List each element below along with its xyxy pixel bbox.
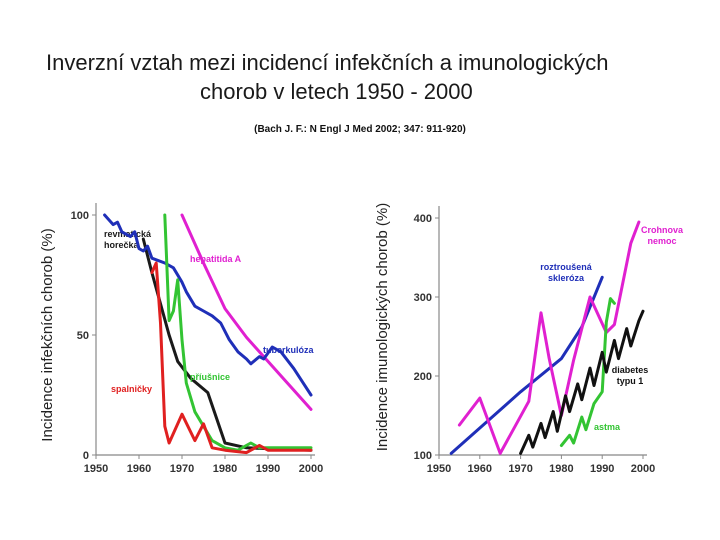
- series-label-roztroušená-skleróza: roztroušená: [540, 262, 593, 272]
- immunology-x-tick-label: 1980: [549, 463, 573, 475]
- slide-title: Inverzní vztah mezi incidencí infekčních…: [0, 48, 720, 106]
- series-label-crohnova-nemoc: Crohnova: [641, 225, 684, 235]
- series-line-roztroušená-skleróza: [449, 275, 604, 455]
- series-line-hepatitida-a: [180, 213, 313, 411]
- series-line-spalničky: [150, 261, 313, 455]
- immunology-y-tick-label: 200: [414, 371, 432, 383]
- series-label-hepatitida-a: hepatitida A: [190, 254, 242, 264]
- infections-y-tick-label: 50: [77, 330, 89, 342]
- immunology-y-tick-label: 100: [414, 450, 432, 462]
- infections-x-tick-label: 1990: [256, 463, 280, 475]
- series-label-tuberkulóza: tuberkulóza: [263, 345, 315, 355]
- series-label-roztroušená-skleróza: skleróza: [548, 273, 585, 283]
- infections-x-tick-label: 1970: [170, 463, 194, 475]
- series-label-spalničky: spalničky: [111, 384, 152, 394]
- series-label-diabetes-typu-1: typu 1: [617, 376, 644, 386]
- series-line-crohnova-nemoc: [457, 220, 641, 455]
- series-label-příušnice: příušnice: [190, 372, 230, 382]
- infections-x-tick-label: 2000: [299, 463, 323, 475]
- title-line-1: Inverzní vztah mezi incidencí infekčních…: [46, 50, 609, 75]
- immunology-x-tick-label: 1990: [590, 463, 614, 475]
- immunology-y-tick-label: 400: [414, 213, 432, 225]
- series-line-tuberkulóza: [103, 213, 313, 397]
- immunology-x-tick-label: 1970: [508, 463, 532, 475]
- immunology-x-tick-label: 1960: [468, 463, 492, 475]
- series-line-diabetes-typu-1: [519, 309, 645, 455]
- infections-x-tick-label: 1980: [213, 463, 237, 475]
- infections-y-tick-label: 0: [83, 450, 89, 462]
- series-line-příušnice: [163, 213, 313, 452]
- immunology-y-axis-title: Incidence imunologických chorob (%): [374, 203, 391, 451]
- infections-x-tick-label: 1950: [84, 463, 108, 475]
- series-label-astma: astma: [594, 422, 621, 432]
- citation: (Bach J. F.: N Engl J Med 2002; 347: 911…: [254, 124, 466, 135]
- infections-y-axis-title: Incidence infekčních chorob (%): [39, 228, 56, 441]
- series-line-astma: [559, 297, 616, 447]
- series-label-diabetes-typu-1: diabetes: [612, 365, 649, 375]
- title-line-2: chorob v letech 1950 - 2000: [200, 79, 473, 104]
- immunology-y-tick-label: 300: [414, 292, 432, 304]
- infections-y-tick-label: 100: [71, 210, 89, 222]
- infections-x-tick-label: 1960: [127, 463, 151, 475]
- series-label-crohnova-nemoc: nemoc: [647, 236, 676, 246]
- series-label-revmatická-horečka: horečka: [104, 240, 140, 250]
- immunology-x-tick-label: 1950: [427, 463, 451, 475]
- immunology-x-tick-label: 2000: [631, 463, 655, 475]
